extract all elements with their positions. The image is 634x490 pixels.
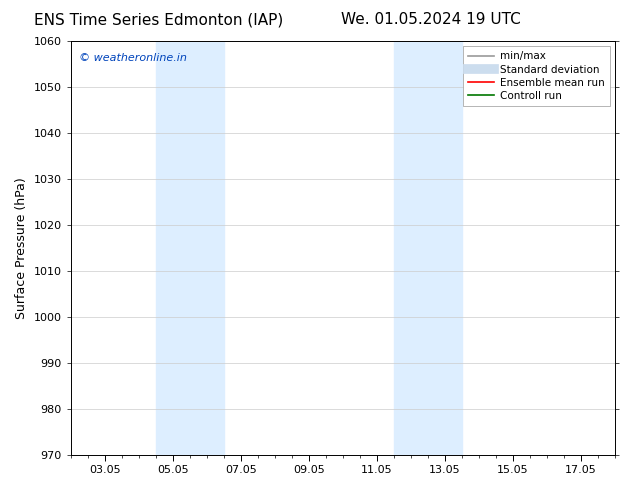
- Text: ENS Time Series Edmonton (IAP): ENS Time Series Edmonton (IAP): [34, 12, 283, 27]
- Legend: min/max, Standard deviation, Ensemble mean run, Controll run: min/max, Standard deviation, Ensemble me…: [463, 46, 610, 106]
- Text: We. 01.05.2024 19 UTC: We. 01.05.2024 19 UTC: [341, 12, 521, 27]
- Y-axis label: Surface Pressure (hPa): Surface Pressure (hPa): [15, 177, 28, 318]
- Bar: [156, 41, 224, 455]
- Text: © weatheronline.in: © weatheronline.in: [79, 53, 187, 64]
- Bar: [394, 41, 462, 455]
